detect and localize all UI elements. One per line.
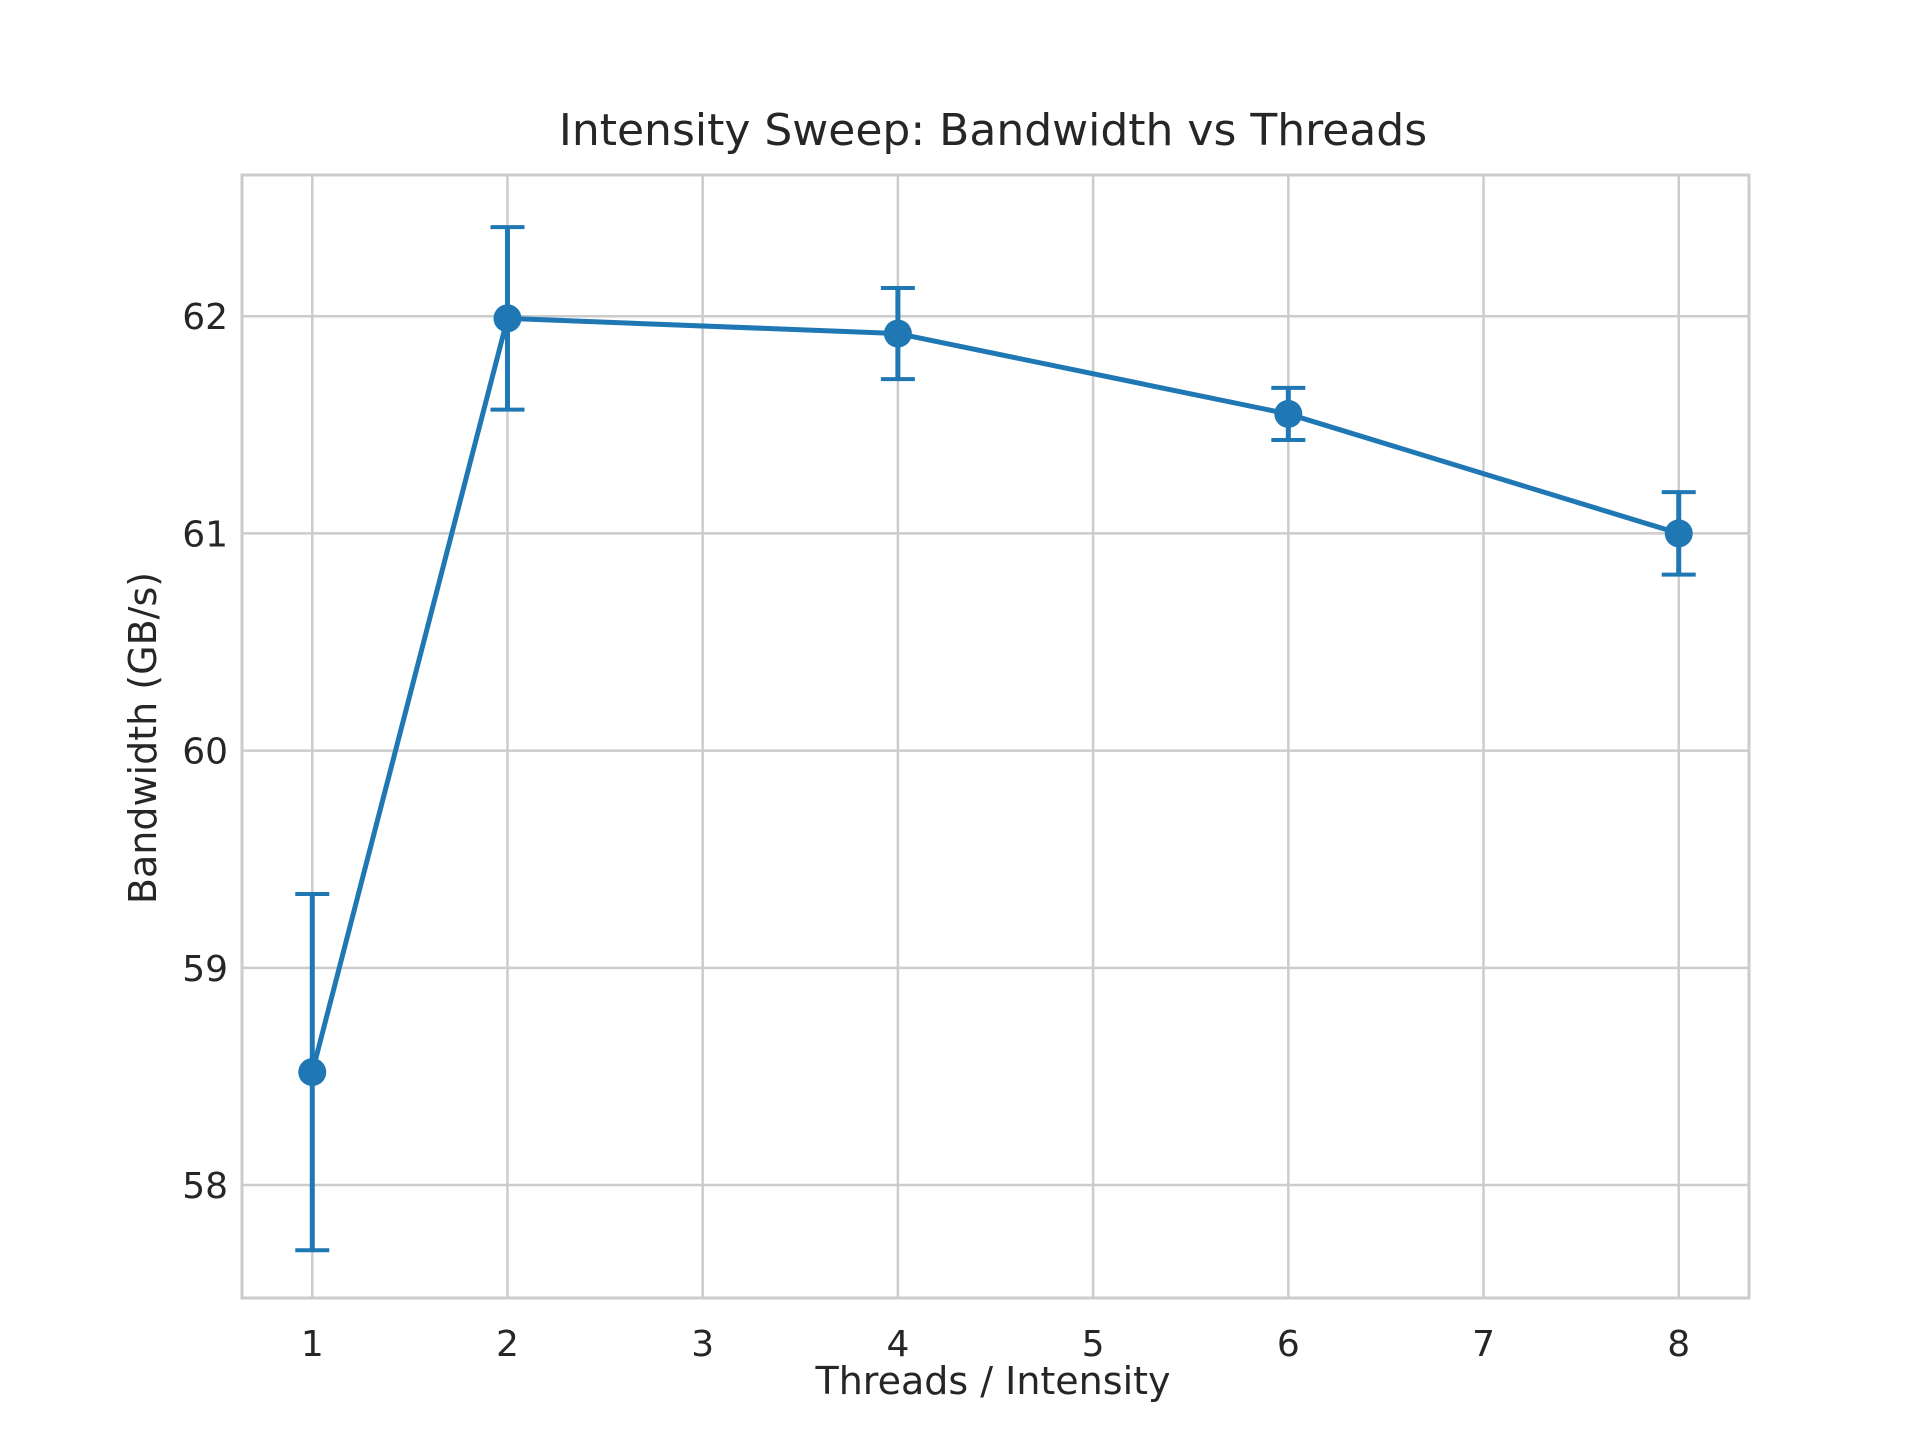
x-tick-label: 6	[1277, 1324, 1300, 1365]
data-point	[1274, 399, 1303, 428]
y-tick-label: 59	[182, 949, 228, 990]
series	[295, 225, 1696, 1253]
x-tick-label: 5	[1082, 1324, 1105, 1365]
x-tick-label: 1	[301, 1324, 324, 1365]
x-tick-label: 8	[1667, 1324, 1690, 1365]
x-axis-label: Threads / Intensity	[814, 1359, 1170, 1403]
y-tick-label: 58	[182, 1166, 228, 1207]
data-point	[883, 319, 912, 348]
y-tick-label: 62	[182, 297, 228, 338]
y-axis-label: Bandwidth (GB/s)	[121, 572, 165, 904]
tick-labels: 1 2 3 4 5 6 7 8 58 59 60 61 62	[182, 297, 1690, 1365]
series-line	[309, 315, 1680, 1073]
y-tick-label: 60	[182, 732, 228, 773]
y-tick-label: 61	[182, 514, 228, 555]
x-tick-label: 2	[496, 1324, 519, 1365]
data-point	[298, 1058, 327, 1087]
data-point	[493, 304, 522, 333]
chart-title: Intensity Sweep: Bandwidth vs Threads	[559, 105, 1427, 156]
x-tick-label: 3	[691, 1324, 714, 1365]
x-tick-label: 4	[886, 1324, 909, 1365]
grid	[242, 175, 1749, 1298]
x-tick-label: 7	[1472, 1324, 1495, 1365]
plot-frame	[240, 173, 1751, 1300]
data-point	[1664, 519, 1693, 548]
